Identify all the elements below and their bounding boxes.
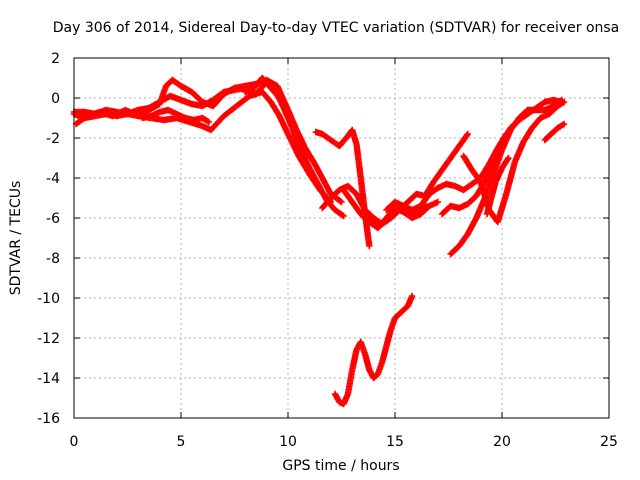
series-track-16 bbox=[331, 292, 416, 408]
x-tick-labels: 0 5 10 15 20 25 bbox=[70, 434, 618, 450]
data-point bbox=[338, 198, 345, 206]
y-tick-label: -6 bbox=[46, 211, 60, 227]
grid bbox=[74, 58, 609, 418]
x-tick-label: 10 bbox=[279, 434, 297, 450]
plot-frame bbox=[73, 57, 610, 419]
data-point bbox=[366, 242, 373, 250]
data-point bbox=[337, 197, 344, 205]
data-points bbox=[70, 74, 568, 408]
y-tick-label: -14 bbox=[37, 371, 60, 387]
data-point bbox=[504, 156, 511, 163]
data-point bbox=[339, 211, 346, 219]
series-track-4 bbox=[139, 106, 213, 126]
data-point bbox=[284, 110, 292, 118]
x-tick-label: 5 bbox=[177, 434, 186, 450]
series-track-6 bbox=[312, 126, 373, 250]
series-track-14 bbox=[483, 154, 512, 218]
data-point bbox=[340, 212, 347, 220]
y-axis-label: SDTVAR / TECUs bbox=[8, 181, 24, 296]
y-tick-label: -10 bbox=[37, 291, 60, 307]
series-track-12 bbox=[447, 96, 566, 258]
series-track-5 bbox=[242, 74, 292, 118]
data-point bbox=[560, 120, 568, 128]
data-point bbox=[560, 98, 568, 106]
data-point bbox=[434, 198, 441, 206]
y-tick-label: -4 bbox=[46, 171, 60, 187]
y-tick-label: 2 bbox=[51, 51, 60, 67]
y-tick-label: -16 bbox=[37, 411, 60, 427]
y-tick-label: 0 bbox=[51, 91, 60, 107]
y-tick-label: -2 bbox=[46, 131, 60, 147]
x-tick-label: 25 bbox=[600, 434, 618, 450]
x-tick-label: 20 bbox=[493, 434, 511, 450]
chart-title: Day 306 of 2014, Sidereal Day-to-day VTE… bbox=[53, 20, 620, 36]
y-tick-labels: 2 0 -2 -4 -6 -8 -10 -12 -14 -16 bbox=[37, 51, 60, 427]
y-tick-label: -8 bbox=[46, 251, 60, 267]
x-tick-label: 0 bbox=[70, 434, 79, 450]
x-tick-label: 15 bbox=[386, 434, 404, 450]
data-point bbox=[408, 292, 416, 300]
y-tick-label: -12 bbox=[37, 331, 60, 347]
data-point bbox=[205, 118, 213, 126]
series-track-15 bbox=[541, 120, 568, 144]
data-point bbox=[463, 132, 471, 139]
data-point bbox=[464, 130, 471, 138]
x-axis-label: GPS time / hours bbox=[282, 458, 399, 474]
data-point bbox=[505, 154, 512, 162]
